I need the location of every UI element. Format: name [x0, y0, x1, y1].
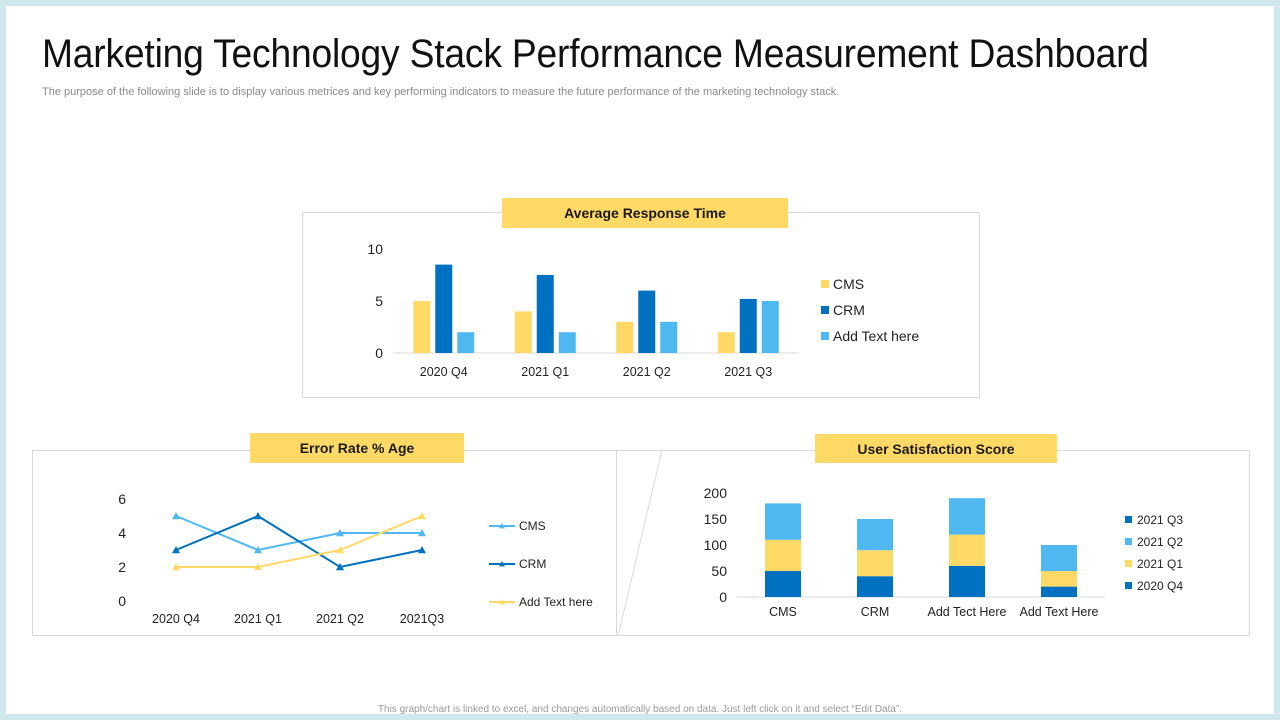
x-tick-label: 2021 Q2 [316, 612, 364, 626]
stacked-bar-2020-q4 [1041, 586, 1077, 597]
legend-label: CRM [519, 557, 546, 571]
bar-crm [536, 275, 554, 353]
x-tick-label: 2020 Q4 [152, 612, 200, 626]
legend-swatch [1125, 538, 1132, 545]
error-rate-panel: 0 2 4 6 2020 Q4 2021 Q1 2021 Q2 2021Q3 CMS CRM Add… [32, 450, 664, 636]
legend-label: 2020 Q4 [1137, 579, 1183, 593]
data-point [418, 529, 426, 537]
response-time-title: Average Response Time [502, 198, 788, 228]
x-tick-label: 2021 Q2 [623, 365, 671, 379]
line-add-text-here [176, 515, 423, 568]
page-title: Marketing Technology Stack Performance M… [42, 32, 1149, 76]
line-crm [175, 514, 423, 569]
data-point [254, 512, 262, 520]
legend-marker [499, 523, 505, 529]
stacked-bar-2021-q2 [1041, 545, 1077, 571]
stacked-bar-2021-q2 [949, 498, 985, 535]
legend-swatch [1125, 516, 1132, 523]
bar-cms [616, 321, 634, 353]
line-cms [175, 515, 422, 552]
x-tick-label: 2021Q3 [400, 612, 445, 626]
legend-marker [499, 561, 505, 567]
y-tick-label: 2 [118, 559, 126, 575]
legend-label: 2021 Q2 [1137, 535, 1183, 549]
stacked-bar-2021-q2 [765, 503, 801, 540]
bar-crm [638, 290, 656, 353]
data-point [336, 546, 344, 554]
legend-label: 2021 Q3 [1137, 513, 1183, 527]
satisfaction-panel: 0 50 100 150 200 CMS CRM Add Tect Here Add Text … [616, 450, 1250, 636]
error-rate-title: Error Rate % Age [250, 433, 464, 463]
y-tick-label: 200 [704, 485, 728, 501]
response-time-chart[interactable]: 0 5 10 2020 Q4 2021 Q1 2021 Q2 2021 Q3 CMS CRM Ad… [303, 213, 979, 397]
satisfaction-chart[interactable]: 0 50 100 150 200 CMS CRM Add Tect Here Add Text … [617, 451, 1249, 635]
y-tick-label: 10 [367, 241, 383, 257]
data-point [172, 512, 180, 520]
stacked-bar-2020-q4 [857, 576, 893, 597]
legend-label: CMS [519, 519, 546, 533]
y-tick-label: 5 [375, 293, 383, 309]
x-tick-label: Add Text Here [1020, 605, 1099, 619]
legend-label: 2021 Q1 [1137, 557, 1183, 571]
x-tick-label: 2021 Q1 [234, 612, 282, 626]
data-point [336, 529, 344, 537]
data-point [254, 563, 262, 571]
data-point [418, 512, 426, 520]
bar-crm [435, 264, 453, 353]
data-point [172, 546, 180, 554]
satisfaction-title: User Satisfaction Score [815, 434, 1057, 463]
slide: Marketing Technology Stack Performance M… [6, 6, 1274, 715]
bar-cms [717, 332, 735, 353]
data-point [172, 563, 180, 571]
x-tick-label: Add Tect Here [928, 605, 1007, 619]
legend-label: Add Text here [519, 595, 593, 609]
data-point [254, 546, 262, 554]
x-tick-label: 2021 Q1 [521, 365, 569, 379]
x-tick-label: CRM [861, 605, 889, 619]
legend-label: CMS [833, 276, 864, 292]
legend-label: Add Text here [833, 328, 919, 344]
stacked-bar-2021-q2 [857, 519, 893, 551]
y-tick-label: 150 [704, 511, 728, 527]
y-tick-label: 0 [719, 589, 727, 605]
bar-cms [413, 301, 431, 353]
x-tick-label: CMS [769, 605, 797, 619]
legend-swatch [821, 332, 829, 340]
legend-swatch [821, 280, 829, 288]
y-tick-label: 0 [375, 345, 383, 361]
y-tick-label: 4 [118, 525, 126, 541]
footer-note: This graph/chart is linked to excel, and… [377, 704, 903, 715]
bar-add-text-here [558, 332, 576, 353]
stacked-bar-2021-q1 [1041, 571, 1077, 587]
bar-add-text-here [457, 332, 475, 353]
y-tick-label: 0 [118, 593, 126, 609]
error-rate-chart[interactable]: 0 2 4 6 2020 Q4 2021 Q1 2021 Q2 2021Q3 CMS CRM Add… [33, 451, 663, 635]
y-tick-label: 50 [711, 563, 727, 579]
stacked-bar-2020-q4 [765, 571, 801, 597]
data-point [418, 546, 426, 554]
x-tick-label: 2020 Q4 [420, 365, 468, 379]
page-subtitle: The purpose of the following slide is to… [42, 86, 840, 98]
stacked-bar-2021-q1 [949, 534, 985, 566]
legend-swatch [821, 306, 829, 314]
bar-cms [514, 311, 532, 353]
legend-swatch [1125, 582, 1132, 589]
response-time-panel: 0 5 10 2020 Q4 2021 Q1 2021 Q2 2021 Q3 CMS CRM Ad… [302, 212, 980, 398]
legend-swatch [1125, 560, 1132, 567]
legend-label: CRM [833, 302, 865, 318]
stacked-bar-2021-q1 [857, 550, 893, 577]
stacked-bar-2021-q1 [765, 539, 801, 571]
legend-marker [499, 599, 505, 605]
stacked-bar-2020-q4 [949, 565, 985, 597]
x-tick-label: 2021 Q3 [724, 365, 772, 379]
data-point [336, 563, 344, 571]
bar-add-text-here [660, 321, 678, 353]
y-tick-label: 100 [704, 537, 728, 553]
y-tick-label: 6 [118, 491, 126, 507]
bar-crm [739, 298, 757, 353]
bar-add-text-here [761, 301, 779, 353]
panel-divider [617, 449, 663, 637]
